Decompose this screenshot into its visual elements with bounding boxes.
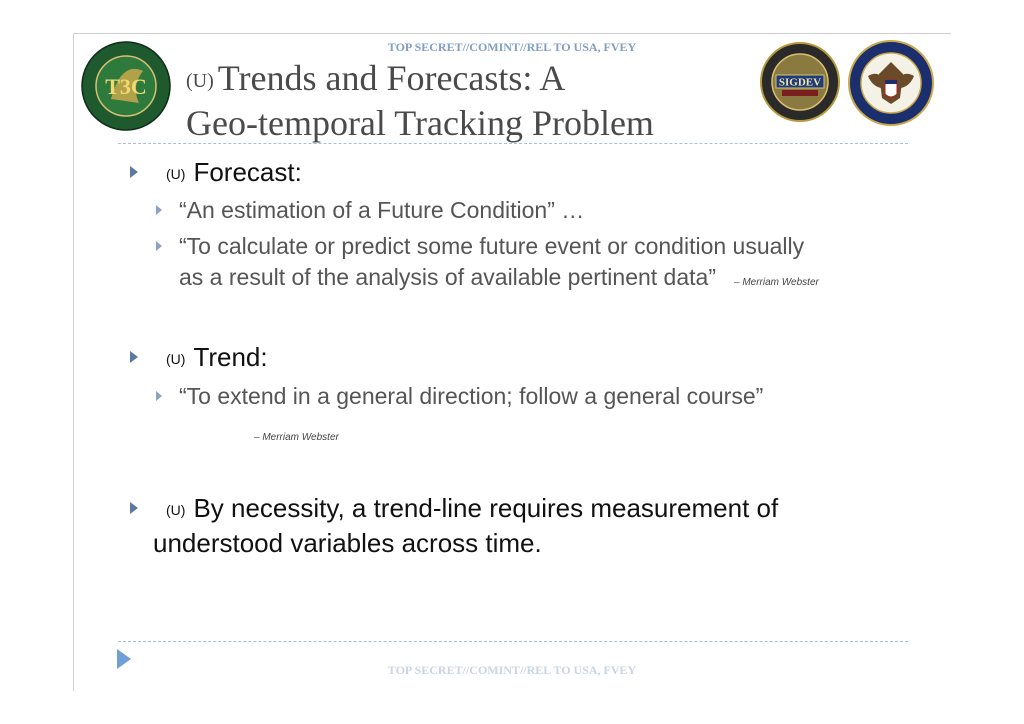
sigdev-seal: SIGDEV <box>760 42 840 122</box>
bullet-marking: (U) <box>166 166 186 182</box>
bullet-label: Trend: <box>193 342 268 372</box>
forecast-definition-2-text: as a result of the analysis of available… <box>179 264 716 290</box>
forecast-definition-2-line-1: “To calculate or predict some future eve… <box>179 233 805 259</box>
source-citation: – Merriam Webster <box>734 277 819 288</box>
next-slide-arrow-icon[interactable] <box>117 649 131 669</box>
forecast-definition-2-line-2: as a result of the analysis of available… <box>179 262 819 298</box>
source-citation: – Merriam Webster <box>254 432 339 443</box>
slide-frame-left <box>73 33 74 691</box>
sigdev-label: SIGDEV <box>779 77 821 89</box>
nsa-seal <box>848 40 934 126</box>
triangle-right-icon <box>156 205 162 215</box>
title-marking: (U) <box>186 70 214 92</box>
classification-banner-bottom: TOP SECRET//COMINT//REL TO USA, FVEY <box>387 663 637 677</box>
t3c-monogram: T3C <box>105 74 147 99</box>
bullet-forecast: (U) Forecast: <box>166 156 302 190</box>
triangle-right-icon <box>130 166 138 178</box>
footer-divider <box>118 641 908 642</box>
triangle-right-icon <box>130 351 138 363</box>
bullet-necessity-line-1: (U) By necessity, a trend-line requires m… <box>166 492 778 526</box>
triangle-right-icon <box>156 391 162 401</box>
header-divider <box>118 143 908 144</box>
bullet-label: Forecast: <box>193 157 302 187</box>
bullet-trend: (U) Trend: <box>166 341 268 375</box>
title-line-1: Trends and Forecasts: A <box>217 58 566 98</box>
slide-title: (U) Trends and Forecasts: A Geo-temporal … <box>186 57 654 144</box>
classification-banner-top: TOP SECRET//COMINT//REL TO USA, FVEY <box>387 40 637 54</box>
t3c-logo: T3C <box>81 41 171 131</box>
slide-frame-top <box>73 33 951 34</box>
bullet-necessity-line-2: understood variables across time. <box>153 528 542 558</box>
triangle-right-icon <box>130 502 138 514</box>
triangle-right-icon <box>156 241 162 251</box>
forecast-definition-1: “An estimation of a Future Condition” … <box>179 197 585 223</box>
bullet-marking: (U) <box>166 502 186 518</box>
bullet-marking: (U) <box>166 351 186 367</box>
trend-definition: “To extend in a general direction; follo… <box>179 383 764 409</box>
bullet-text: By necessity, a trend-line requires meas… <box>193 493 779 523</box>
title-line-2: Geo-temporal Tracking Problem <box>186 103 654 143</box>
